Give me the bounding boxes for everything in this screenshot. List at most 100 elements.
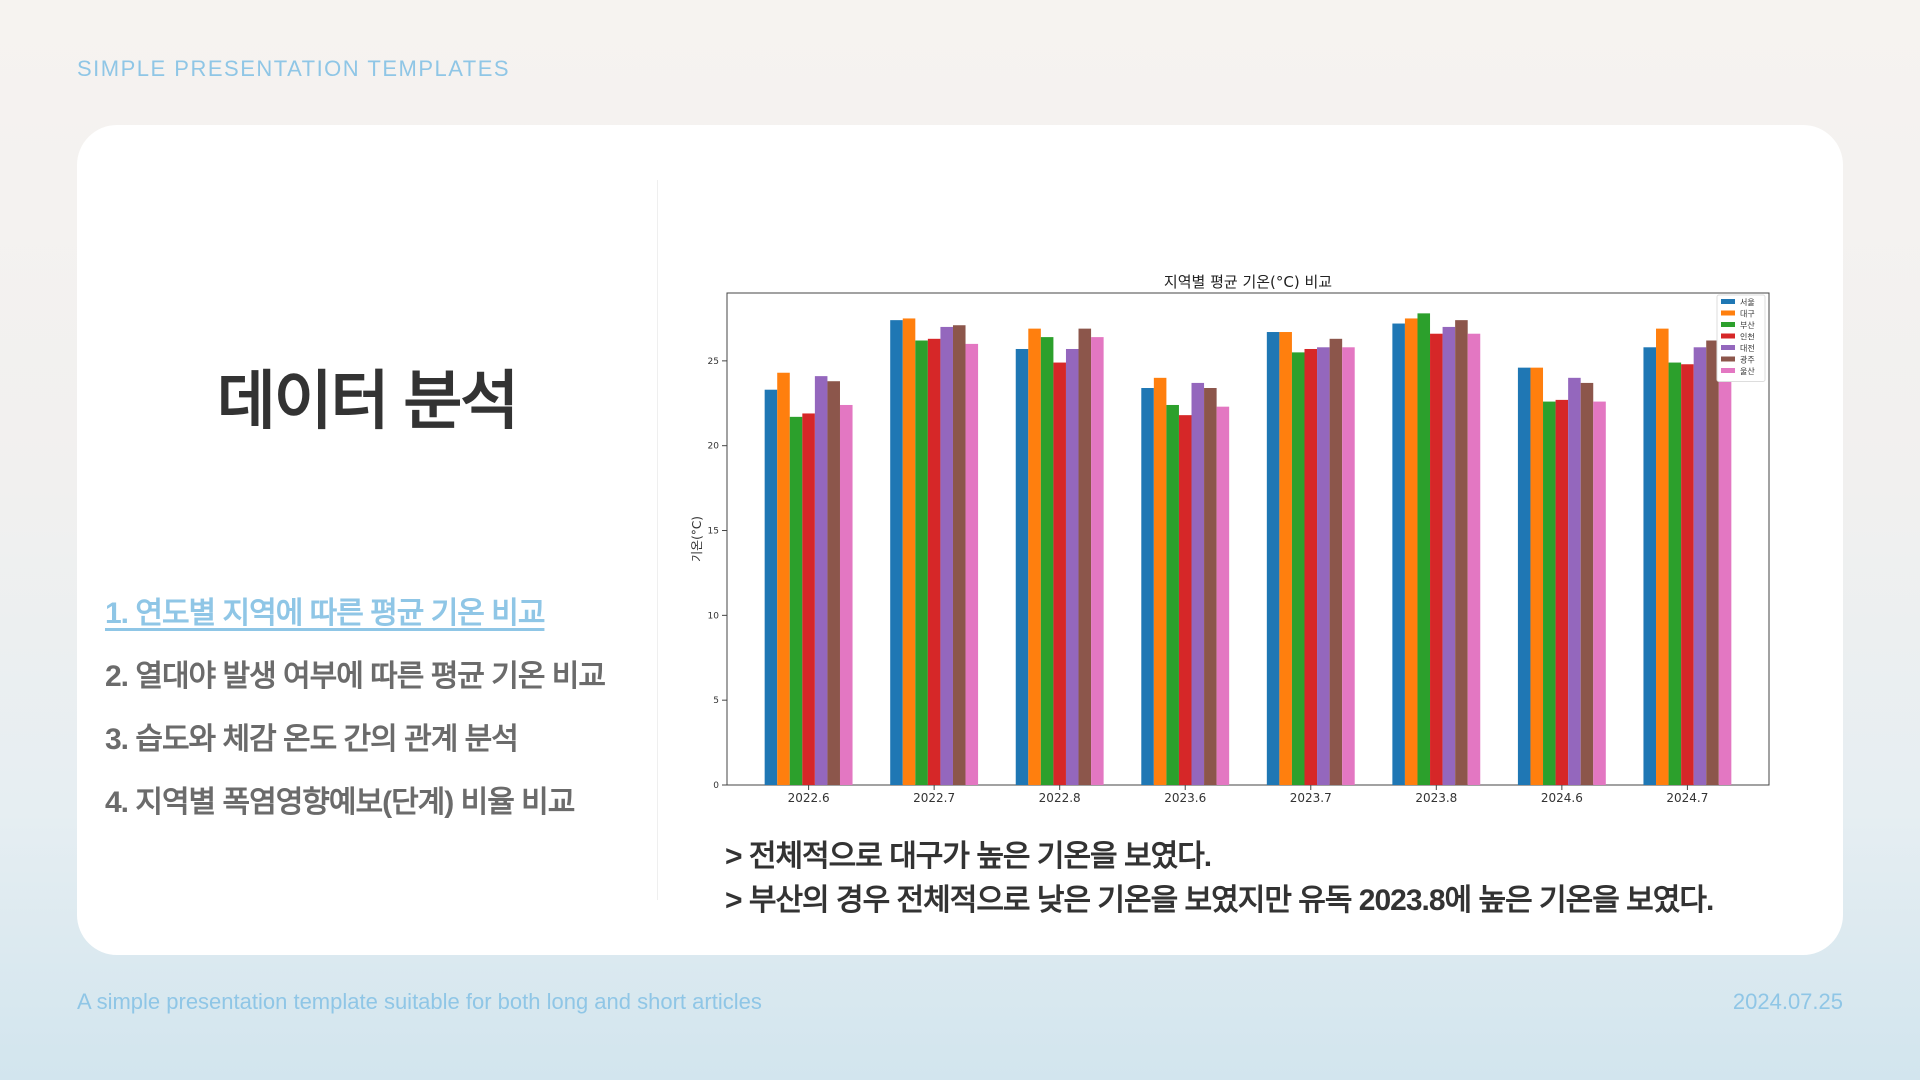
bar-부산-2023.8: [1417, 313, 1431, 785]
chart-title: 지역별 평균 기온(°C) 비교: [1164, 273, 1332, 291]
bar-광주-2022.8: [1078, 328, 1092, 785]
bar-부산-2022.8: [1040, 337, 1054, 785]
bar-서울-2022.8: [1015, 348, 1029, 785]
bar-광주-2023.6: [1204, 388, 1217, 785]
conclusion-2: > 부산의 경우 전체적으로 낮은 기온을 보였지만 유독 2023.8에 높은…: [725, 884, 1714, 917]
y-tick-label: 25: [708, 357, 719, 367]
bar-대구-2023.7: [1279, 332, 1292, 785]
bar-광주-2024.7: [1706, 340, 1719, 785]
bar-대구-2023.6: [1153, 377, 1167, 785]
bar-대전-2024.7: [1693, 347, 1707, 785]
bar-인천-2022.7: [927, 338, 941, 785]
slide-card: 데이터 분석 1. 연도별 지역에 따른 평균 기온 비교 2. 열대야 발생 …: [77, 125, 1843, 955]
bar-서울-2023.6: [1141, 388, 1154, 785]
bar-대구-2024.7: [1656, 328, 1669, 785]
bar-인천-2023.8: [1430, 333, 1443, 785]
x-tick-label: 2022.7: [913, 791, 955, 805]
conclusions: > 전체적으로 대구가 높은 기온을 보였다. > 부산의 경우 전체적으로 낮…: [725, 835, 1714, 923]
menu-item-1[interactable]: 1. 연도별 지역에 따른 평균 기온 비교: [105, 597, 545, 630]
bar-서울-2022.6: [764, 389, 778, 785]
legend-swatch: [1721, 333, 1735, 339]
x-tick-label: 2024.6: [1541, 791, 1583, 805]
bar-서울-2024.7: [1643, 347, 1657, 785]
bar-대전-2023.6: [1191, 382, 1205, 785]
bar-부산-2023.6: [1166, 404, 1179, 785]
bar-울산-2023.7: [1342, 347, 1355, 785]
x-tick-label: 2023.6: [1164, 791, 1206, 805]
bar-광주-2023.7: [1329, 338, 1343, 785]
y-tick-label: 20: [708, 442, 720, 452]
slide-title: 데이터 분석: [216, 365, 519, 437]
bar-대구-2022.6: [777, 372, 790, 785]
bar-울산-2024.7: [1718, 347, 1732, 785]
legend-swatch: [1721, 322, 1735, 327]
y-tick-label: 10: [708, 611, 720, 621]
bar-광주-2022.7: [952, 325, 966, 785]
x-tick-label: 2023.7: [1290, 791, 1332, 805]
bar-대전-2022.8: [1065, 348, 1079, 785]
legend-swatch: [1721, 310, 1735, 316]
bar-대구-2024.6: [1530, 367, 1544, 785]
legend-label: 대전: [1740, 343, 1755, 353]
bar-대구-2023.8: [1404, 318, 1418, 785]
bar-광주-2024.6: [1580, 382, 1594, 785]
bar-울산-2023.6: [1216, 406, 1230, 785]
footer-date: 2024.07.25: [1732, 989, 1843, 1014]
bar-울산-2022.8: [1091, 337, 1104, 785]
legend-label: 인천: [1740, 332, 1755, 342]
bar-광주-2022.6: [827, 381, 840, 785]
bar-인천-2022.8: [1053, 362, 1066, 785]
legend-label: 서울: [1740, 298, 1755, 307]
legend-swatch: [1721, 345, 1735, 350]
bar-인천-2024.6: [1555, 399, 1569, 785]
y-tick-label: 5: [713, 696, 719, 706]
legend-swatch: [1721, 368, 1735, 373]
bar-인천-2024.7: [1681, 364, 1694, 785]
bar-인천-2023.7: [1304, 348, 1318, 785]
bar-부산-2022.7: [915, 340, 928, 785]
legend-label: 대구: [1740, 310, 1755, 319]
bar-서울-2023.7: [1266, 332, 1280, 785]
bar-대전-2023.8: [1442, 326, 1456, 785]
menu-item-3[interactable]: 3. 습도와 체감 온도 간의 관계 분석: [105, 723, 519, 756]
legend-label: 울산: [1740, 366, 1755, 376]
bar-인천-2023.6: [1178, 415, 1192, 785]
left-panel: 데이터 분석 1. 연도별 지역에 따른 평균 기온 비교 2. 열대야 발생 …: [77, 180, 658, 900]
bar-인천-2022.6: [802, 413, 815, 785]
bar-대전-2024.6: [1568, 377, 1581, 785]
menu-item-2[interactable]: 2. 열대야 발생 여부에 따른 평균 기온 비교: [105, 660, 606, 693]
x-tick-label: 2023.8: [1415, 791, 1457, 805]
bar-울산-2024.6: [1593, 401, 1606, 785]
bar-부산-2024.7: [1668, 362, 1682, 785]
bar-대전-2022.6: [814, 376, 828, 785]
bar-울산-2022.6: [839, 404, 853, 785]
bar-부산-2023.7: [1291, 352, 1305, 785]
bar-서울-2024.6: [1517, 367, 1531, 785]
bar-서울-2023.8: [1392, 323, 1405, 785]
legend-label: 부산: [1740, 320, 1755, 330]
y-tick-label: 0: [713, 781, 719, 791]
bar-대구-2022.7: [902, 318, 916, 785]
bar-부산-2022.6: [789, 416, 803, 785]
chart-container: 지역별 평균 기온(°C) 비교 0 5 10 15 20 25 기온(°C) 2022.6 20…: [687, 265, 1853, 915]
bar-서울-2022.7: [890, 320, 903, 785]
bar-대전-2022.7: [940, 326, 953, 785]
legend-swatch: [1721, 299, 1735, 304]
bar-chart: 지역별 평균 기온(°C) 비교 0 5 10 15 20 25 기온(°C) 2022.6 20…: [690, 273, 1770, 805]
bar-울산-2023.8: [1467, 333, 1481, 785]
menu-item-4[interactable]: 4. 지역별 폭염영향예보(단계) 비율 비교: [105, 786, 575, 819]
y-tick-label: 15: [708, 527, 719, 537]
analysis-menu: 1. 연도별 지역에 따른 평균 기온 비교 2. 열대야 발생 여부에 따른 …: [105, 582, 606, 834]
x-tick-label: 2024.7: [1666, 791, 1708, 805]
y-axis-label: 기온(°C): [690, 516, 704, 562]
bar-광주-2023.8: [1455, 320, 1468, 785]
x-tick-label: 2022.8: [1039, 791, 1081, 805]
legend-swatch: [1721, 356, 1735, 362]
bar-대구-2022.8: [1028, 328, 1041, 785]
conclusion-1: > 전체적으로 대구가 높은 기온을 보였다.: [725, 840, 1212, 873]
legend-label: 광주: [1740, 355, 1755, 365]
bar-대전-2023.7: [1317, 347, 1330, 785]
top-label: SIMPLE PRESENTATION TEMPLATES: [77, 56, 511, 81]
x-tick-label: 2022.6: [788, 791, 830, 805]
footer-description: A simple presentation template suitable …: [77, 989, 762, 1014]
